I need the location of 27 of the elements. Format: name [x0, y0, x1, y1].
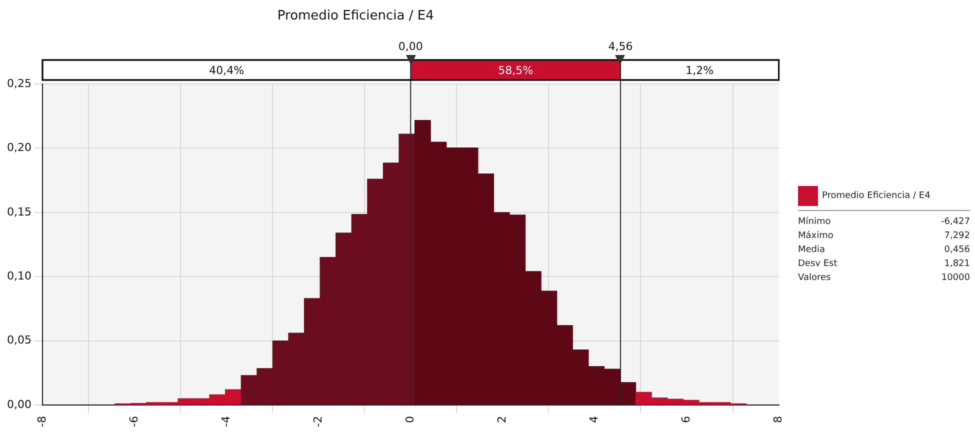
ref-line-label: 0,00	[398, 40, 423, 53]
x-tick-label: -4	[219, 416, 232, 427]
x-tick-label: 6	[680, 416, 693, 424]
x-tick-label: -6	[127, 416, 140, 427]
chart-title: Promedio Eficiencia / E4	[277, 8, 434, 24]
y-tick-label: 0,25	[6, 76, 32, 90]
y-tick-label: 0,05	[6, 334, 32, 347]
x-tick-label: 4	[588, 416, 601, 424]
ref-line-label: 4,56	[608, 40, 633, 53]
y-tick-label: 0,10	[6, 269, 32, 282]
text: Media 0,456	[798, 245, 970, 255]
text: Desv Est 1,821	[798, 259, 970, 269]
y-tick-label: 0,15	[6, 205, 32, 218]
legend-label: Promedio Eficiencia / E4	[822, 191, 930, 201]
x-tick-label: -2	[311, 416, 324, 427]
y-tick-label: 0,00	[6, 398, 32, 411]
text: Valores 10000	[798, 273, 970, 283]
text: 58,5%	[498, 64, 534, 77]
x-tick-label: 8	[772, 416, 785, 424]
x-tick-label: -8	[35, 416, 48, 427]
text: 40,4%	[209, 64, 244, 77]
y-tick-label: 0,20	[6, 141, 32, 154]
x-tick-label: 2	[496, 416, 509, 424]
x-tick-label: 0	[404, 416, 417, 424]
text: 1,2%	[686, 64, 714, 77]
text: Mínimo -6,427	[798, 217, 970, 227]
text: Máximo 7,292	[798, 231, 970, 241]
